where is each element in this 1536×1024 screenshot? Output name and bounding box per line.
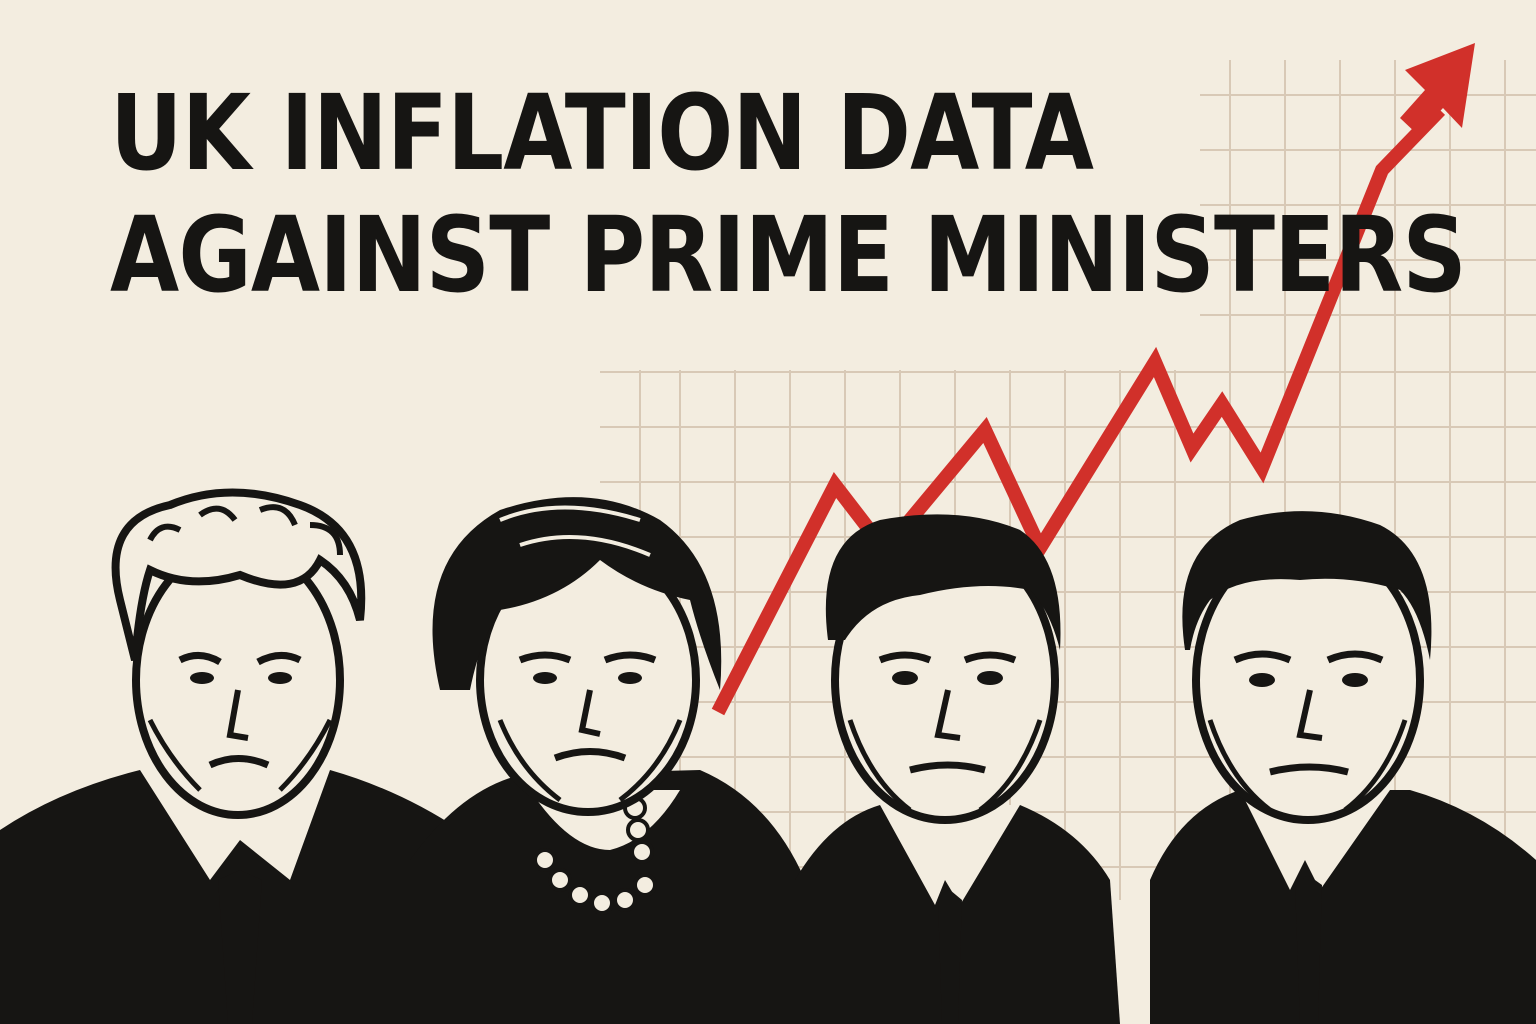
- portrait-1: [0, 488, 470, 1024]
- pearl-necklace: [533, 796, 657, 915]
- arrow-up-right-icon: [1400, 43, 1475, 135]
- title-line-2: AGAINST PRIME MINISTERS: [110, 194, 1467, 316]
- title-line-1: UK INFLATION DATA: [110, 72, 1094, 194]
- portrait-4: [1150, 511, 1536, 1024]
- portrait-2: [410, 497, 815, 1024]
- portrait-3: [795, 514, 1120, 1024]
- page-title: UK INFLATION DATA AGAINST PRIME MINISTER…: [110, 72, 1467, 316]
